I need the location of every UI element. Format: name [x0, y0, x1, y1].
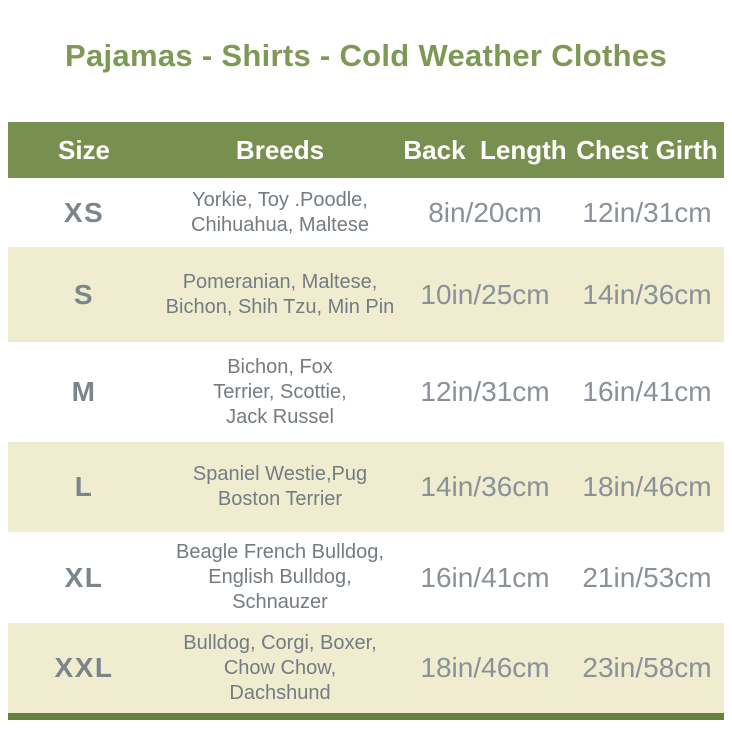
size-chart-table: Size Breeds Back Length Chest Girth XS Yo… [8, 122, 724, 720]
table-row-xxl: XXL Bulldog, Corgi, Boxer, Chow Chow, Dachs… [8, 623, 724, 713]
chest-girth-cell: 18in/46cm [570, 442, 724, 532]
breed-line: Terrier, Scottie, [213, 380, 347, 403]
back-length-value: 18in/46cm [420, 652, 550, 683]
table-body: XS Yorkie, Toy .Poodle, Chihuahua, Maltese… [8, 178, 724, 713]
header-chest-girth: Chest Girth [576, 134, 718, 165]
back-length-value: 14in/36cm [420, 471, 550, 502]
back-length-cell: 16in/41cm [400, 532, 570, 623]
back-length-cell: 8in/20cm [400, 178, 570, 247]
chest-girth-cell: 21in/53cm [570, 532, 724, 623]
chest-girth-value: 12in/31cm [582, 196, 712, 228]
breeds-cell: Bulldog, Corgi, Boxer, Chow Chow, Dachshun… [160, 623, 400, 713]
size-cell: S [8, 247, 160, 342]
breed-line: Jack Russel [226, 405, 334, 428]
chest-girth-cell: 12in/31cm [570, 178, 724, 247]
size-value: M [71, 376, 97, 407]
table-header-row: Size Breeds Back Length Chest Girth [8, 122, 724, 178]
table-row-xs: XS Yorkie, Toy .Poodle, Chihuahua, Maltese… [8, 178, 724, 247]
page-title: Pajamas - Shirts - Cold Weather Clothes [65, 38, 667, 73]
breed-line: Pomeranian, Maltese, [182, 270, 378, 293]
size-value: S [73, 278, 95, 310]
breed-line: Schnauzer [232, 591, 328, 613]
breed-line: Spaniel Westie,Pug [192, 463, 368, 485]
breeds-cell: Pomeranian, Maltese, Bichon, Shih Tzu, Mi… [160, 247, 400, 342]
size-value: XXL [54, 652, 114, 683]
breed-line: English Bulldog, [208, 566, 352, 588]
size-value: XL [64, 561, 104, 593]
chest-girth-value: 16in/41cm [582, 376, 712, 407]
size-cell: XL [8, 532, 160, 623]
table-row-xl: XL Beagle French Bulldog, English Bulldog,… [8, 532, 724, 623]
breed-line: Chihuahua, Maltese [191, 213, 369, 236]
size-cell: L [8, 442, 160, 532]
breed-line: Dachshund [229, 681, 331, 704]
chest-girth-value: 23in/58cm [582, 652, 712, 683]
header-size: Size [57, 134, 111, 165]
back-length-value: 16in/41cm [420, 561, 550, 593]
chest-girth-cell: 14in/36cm [570, 247, 724, 342]
table-row-l: L Spaniel Westie,Pug Boston Terrier 14in/36… [8, 442, 724, 532]
table-bottom-bar [8, 713, 724, 720]
breeds-cell: Yorkie, Toy .Poodle, Chihuahua, Maltese [160, 178, 400, 247]
header-breeds: Breeds [235, 134, 325, 165]
table-row-s: S Pomeranian, Maltese, Bichon, Shih Tzu, M… [8, 247, 724, 342]
chest-girth-value: 21in/53cm [582, 561, 712, 593]
size-value: L [74, 471, 94, 502]
back-length-value: 10in/25cm [420, 278, 550, 310]
size-value: XS [63, 196, 105, 228]
size-cell: M [8, 342, 160, 442]
breeds-cell: Spaniel Westie,Pug Boston Terrier [160, 442, 400, 532]
back-length-cell: 10in/25cm [400, 247, 570, 342]
breed-line: Bichon, Shih Tzu, Min Pin [165, 295, 395, 318]
size-cell: XXL [8, 623, 160, 713]
back-length-cell: 14in/36cm [400, 442, 570, 532]
breed-line: Bulldog, Corgi, Boxer, [183, 631, 377, 654]
breed-line: Beagle French Bulldog, [176, 541, 384, 563]
table-row-m: M Bichon, Fox Terrier, Scottie, Jack Russel… [8, 342, 724, 442]
breed-line: Boston Terrier [217, 488, 343, 510]
chest-girth-value: 14in/36cm [582, 278, 712, 310]
back-length-cell: 18in/46cm [400, 623, 570, 713]
breed-line: Bichon, Fox [227, 355, 333, 378]
chest-girth-value: 18in/46cm [582, 471, 712, 502]
size-cell: XS [8, 178, 160, 247]
header-back-length: Back Length [403, 134, 567, 165]
chest-girth-cell: 16in/41cm [570, 342, 724, 442]
breeds-cell: Beagle French Bulldog, English Bulldog, Sc… [160, 532, 400, 623]
chest-girth-cell: 23in/58cm [570, 623, 724, 713]
back-length-value: 8in/20cm [428, 196, 542, 228]
breed-line: Yorkie, Toy .Poodle, [192, 188, 368, 211]
back-length-value: 12in/31cm [420, 376, 550, 407]
breed-line: Chow Chow, [223, 656, 337, 679]
breeds-cell: Bichon, Fox Terrier, Scottie, Jack Russel [160, 342, 400, 442]
back-length-cell: 12in/31cm [400, 342, 570, 442]
